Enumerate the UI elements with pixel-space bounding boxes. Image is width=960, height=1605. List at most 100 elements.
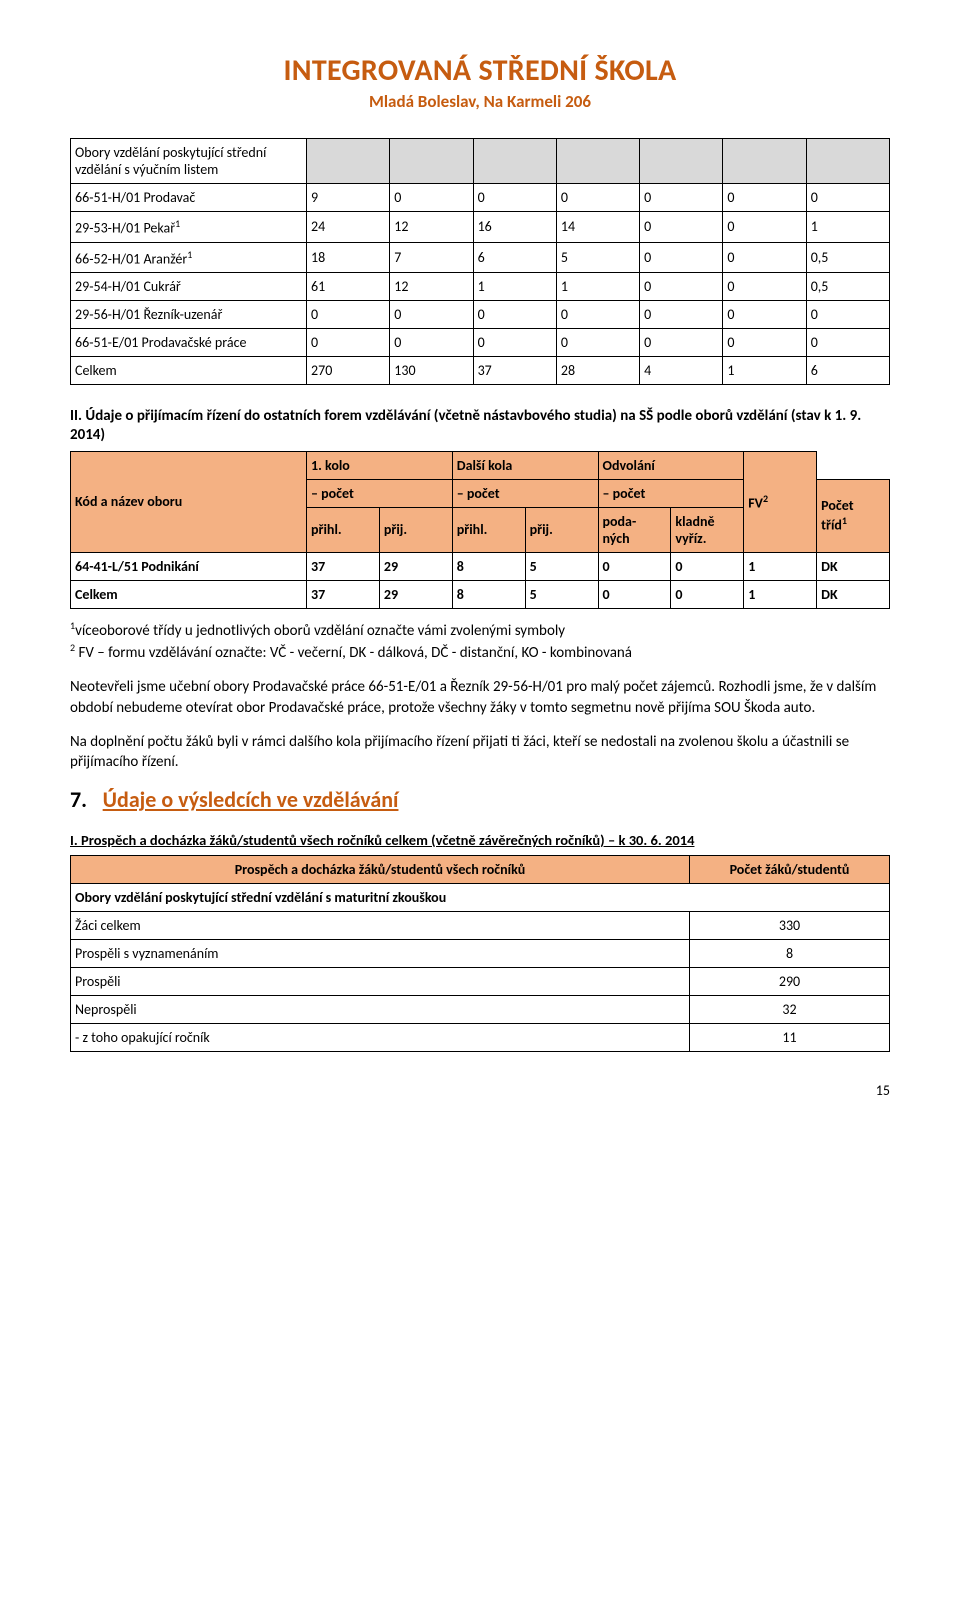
footnote1-text: víceoborové třídy u jednotlivých oborů v… <box>75 622 565 640</box>
table2-cell: 29 <box>379 580 452 608</box>
table3-value: 32 <box>690 996 890 1024</box>
table1-cell: 37 <box>473 357 556 385</box>
table1-cell: 18 <box>307 242 390 273</box>
table2-cell: DK <box>817 552 890 580</box>
table3-row-label: Prospěli <box>71 968 690 996</box>
table1-cell: 28 <box>556 357 639 385</box>
table2-cell: 1 <box>744 552 817 580</box>
page-number: 15 <box>70 1082 890 1099</box>
table1-cell: 12 <box>390 212 473 243</box>
table1-row-label: 66-52-H/01 Aranžér1 <box>71 242 307 273</box>
table1-cell: 0 <box>556 329 639 357</box>
table1-cell: 0 <box>640 329 723 357</box>
paragraph-1: Neotevřeli jsme učební obory Prodavačské… <box>70 677 890 718</box>
table1-cell: 0 <box>556 184 639 212</box>
h-prihl1: přihl. <box>307 507 380 552</box>
section2-title: II. Údaje o přijímacím řízení do ostatní… <box>70 407 890 445</box>
table1-cell: 1 <box>723 357 806 385</box>
table2-cell: 0 <box>671 552 744 580</box>
school-title: INTEGROVANÁ STŘEDNÍ ŠKOLA <box>70 52 890 89</box>
table1-cell: 0 <box>723 184 806 212</box>
section7-subheading: I. Prospěch a docházka žáků/studentů vše… <box>70 831 890 849</box>
table3-row-label: Žáci celkem <box>71 912 690 940</box>
table2-cell: 0 <box>671 580 744 608</box>
table2-h-odvolani: Odvolání <box>598 451 744 479</box>
table1-section-blank <box>640 139 723 184</box>
table2-h-pocet3: – počet <box>598 479 744 507</box>
table1-cell: 0 <box>307 301 390 329</box>
table1-cell: 0 <box>806 329 889 357</box>
table1-section-blank <box>556 139 639 184</box>
paragraph-2: Na doplnění počtu žáků byli v rámci dalš… <box>70 732 890 773</box>
table1-cell: 1 <box>473 273 556 301</box>
table1-cell: 61 <box>307 273 390 301</box>
table1-section-blank <box>723 139 806 184</box>
table1-cell: 7 <box>390 242 473 273</box>
table1-cell: 0 <box>723 212 806 243</box>
table1-row-label: 66-51-H/01 Prodavač <box>71 184 307 212</box>
trid-sup: 1 <box>842 514 847 527</box>
table1-section-blank <box>390 139 473 184</box>
table1-cell: 0 <box>723 329 806 357</box>
table1-cell: 0 <box>806 184 889 212</box>
table1-cell: 0 <box>640 301 723 329</box>
table2-h-fv: FV2 <box>744 451 817 552</box>
table1-cell: 270 <box>307 357 390 385</box>
footnotes-block: 1víceoborové třídy u jednotlivých oborů … <box>70 619 890 773</box>
table1-cell: 0 <box>723 301 806 329</box>
table3-h-left: Prospěch a docházka žáků/studentů všech … <box>71 856 690 884</box>
table1-cell: 0 <box>473 329 556 357</box>
table2-cell: 1 <box>744 580 817 608</box>
pocet-trid-bottom: tříd <box>821 517 842 534</box>
page: INTEGROVANÁ STŘEDNÍ ŠKOLA Mladá Boleslav… <box>0 0 960 1139</box>
table1-row-label: Celkem <box>71 357 307 385</box>
table2-h-dalsi: Další kola <box>452 451 598 479</box>
h-prihl2: přihl. <box>452 507 525 552</box>
h-kladne: kladně vyříz. <box>671 507 744 552</box>
table1-row-label: 29-54-H/01 Cukrář <box>71 273 307 301</box>
table1-cell: 14 <box>556 212 639 243</box>
h-prij2: přij. <box>525 507 598 552</box>
page-header: INTEGROVANÁ STŘEDNÍ ŠKOLA Mladá Boleslav… <box>70 52 890 112</box>
table2-cell: 0 <box>598 552 671 580</box>
table3-row-label: - z toho opakující ročník <box>71 1024 690 1052</box>
table2-row-label: Celkem <box>71 580 307 608</box>
table1-section-label: Obory vzdělání poskytující střední vzděl… <box>71 139 307 184</box>
table1-section-blank <box>307 139 390 184</box>
table1-cell: 5 <box>556 242 639 273</box>
section7-heading-row: 7. Údaje o výsledcích ve vzdělávání <box>70 786 890 813</box>
table2-row-label: 64-41-L/51 Podnikání <box>71 552 307 580</box>
footnote2-text: FV – formu vzdělávání označte: VČ - veče… <box>75 644 632 662</box>
table2-cell: 8 <box>452 580 525 608</box>
table1-cell: 0 <box>473 301 556 329</box>
fv-label: FV <box>748 495 763 512</box>
table1-cell: 0 <box>640 184 723 212</box>
table-education-fields: Obory vzdělání poskytující střední vzděl… <box>70 138 890 385</box>
table2-col-label: Kód a název oboru <box>71 451 307 552</box>
table1-cell: 0,5 <box>806 273 889 301</box>
table2-h-pocet2: – počet <box>452 479 598 507</box>
table1-cell: 0 <box>640 212 723 243</box>
table1-cell: 0 <box>390 184 473 212</box>
table3-row-label: Prospěli s vyznamenáním <box>71 940 690 968</box>
table2-cell: 5 <box>525 552 598 580</box>
table1-cell: 1 <box>556 273 639 301</box>
table2-h-pocet1: – počet <box>307 479 453 507</box>
table1-cell: 0 <box>723 242 806 273</box>
table1-cell: 0 <box>473 184 556 212</box>
table2-cell: 5 <box>525 580 598 608</box>
table2-cell: 37 <box>307 552 380 580</box>
table1-section-blank <box>806 139 889 184</box>
table1-cell: 24 <box>307 212 390 243</box>
section7-heading: Údaje o výsledcích ve vzdělávání <box>103 786 399 813</box>
table1-row-label: 29-56-H/01 Řezník-uzenář <box>71 301 307 329</box>
footnote-2: 2 FV – formu vzdělávání označte: VČ - ve… <box>70 641 890 663</box>
footnote-1: 1víceoborové třídy u jednotlivých oborů … <box>70 619 890 641</box>
table3-row-label: Neprospěli <box>71 996 690 1024</box>
h-podanych: poda- ných <box>598 507 671 552</box>
table1-cell: 130 <box>390 357 473 385</box>
table3-section-label: Obory vzdělání poskytující střední vzděl… <box>71 884 890 912</box>
table1-cell: 6 <box>806 357 889 385</box>
table1-cell: 0 <box>806 301 889 329</box>
table2-cell: DK <box>817 580 890 608</box>
